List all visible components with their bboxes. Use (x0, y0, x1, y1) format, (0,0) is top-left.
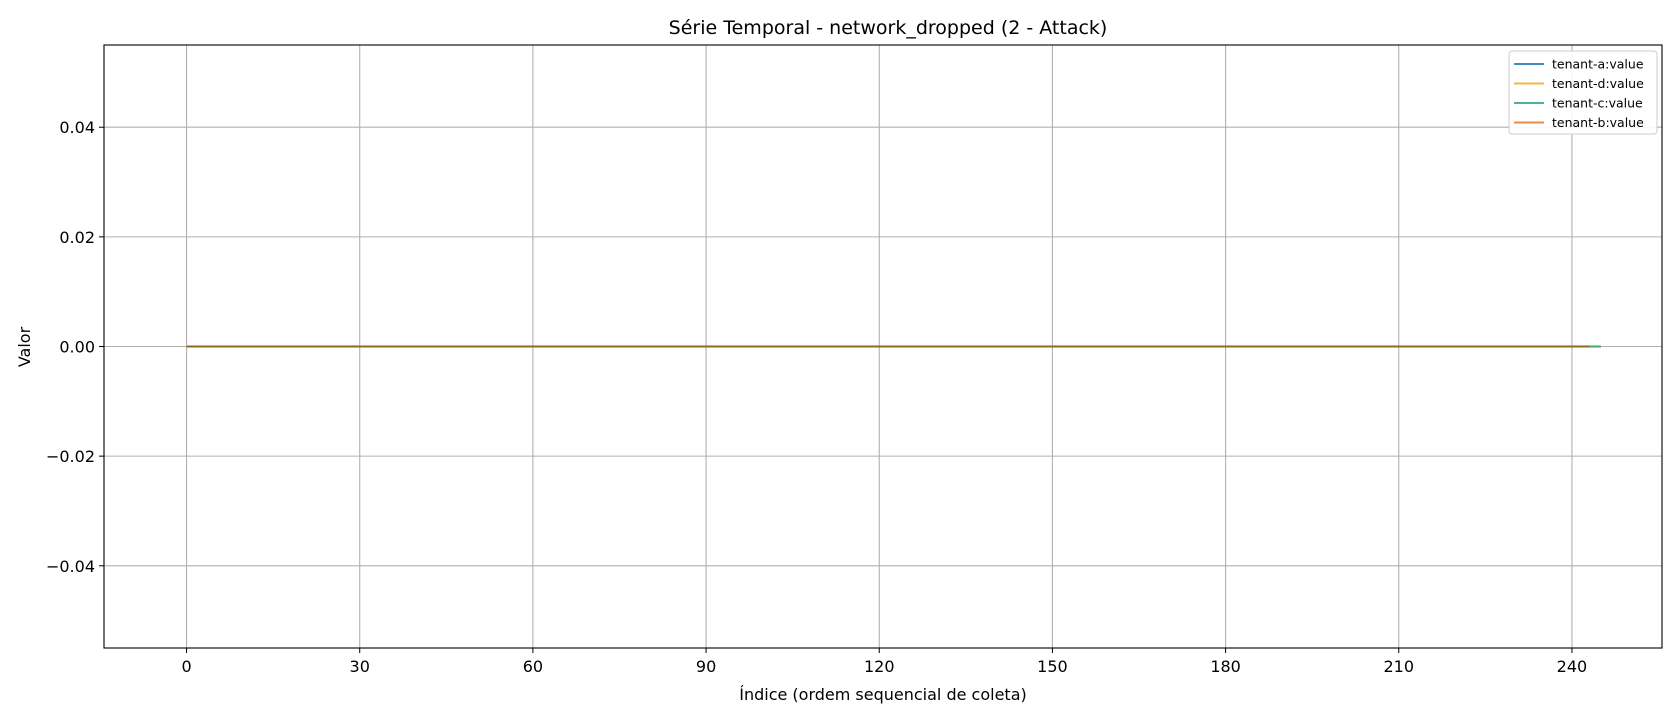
chart-title: Série Temporal - network_dropped (2 - At… (669, 17, 1108, 39)
y-tick-label: 0.04 (59, 118, 95, 137)
x-tick-label: 30 (350, 657, 370, 676)
legend: tenant-a:value tenant-d:value tenant-c:val… (1508, 50, 1658, 135)
x-tick-label: 150 (1037, 657, 1068, 676)
x-tick-label: 240 (1557, 657, 1588, 676)
legend-label: tenant-b:value (1552, 115, 1644, 130)
y-axis-ticks: −0.04 −0.02 0.00 0.02 0.04 (46, 118, 104, 576)
x-tick-label: 180 (1210, 657, 1241, 676)
legend-box (1508, 50, 1658, 135)
x-tick-label: 90 (696, 657, 716, 676)
legend-label: tenant-a:value (1552, 57, 1644, 72)
x-tick-label: 60 (523, 657, 543, 676)
x-tick-label: 120 (864, 657, 895, 676)
x-tick-label: 0 (181, 657, 191, 676)
legend-label: tenant-c:value (1552, 96, 1643, 111)
x-tick-label: 210 (1384, 657, 1415, 676)
legend-label: tenant-d:value (1552, 76, 1644, 91)
y-tick-label: 0.02 (59, 228, 95, 247)
x-axis-ticks: 0 30 60 90 120 150 180 210 240 (181, 648, 1587, 676)
y-axis-label: Valor (15, 326, 34, 367)
y-tick-label: −0.04 (46, 557, 95, 576)
x-axis-label: Índice (ordem sequencial de coleta) (739, 685, 1027, 704)
y-tick-label: 0.00 (59, 338, 95, 357)
y-tick-label: −0.02 (46, 447, 95, 466)
